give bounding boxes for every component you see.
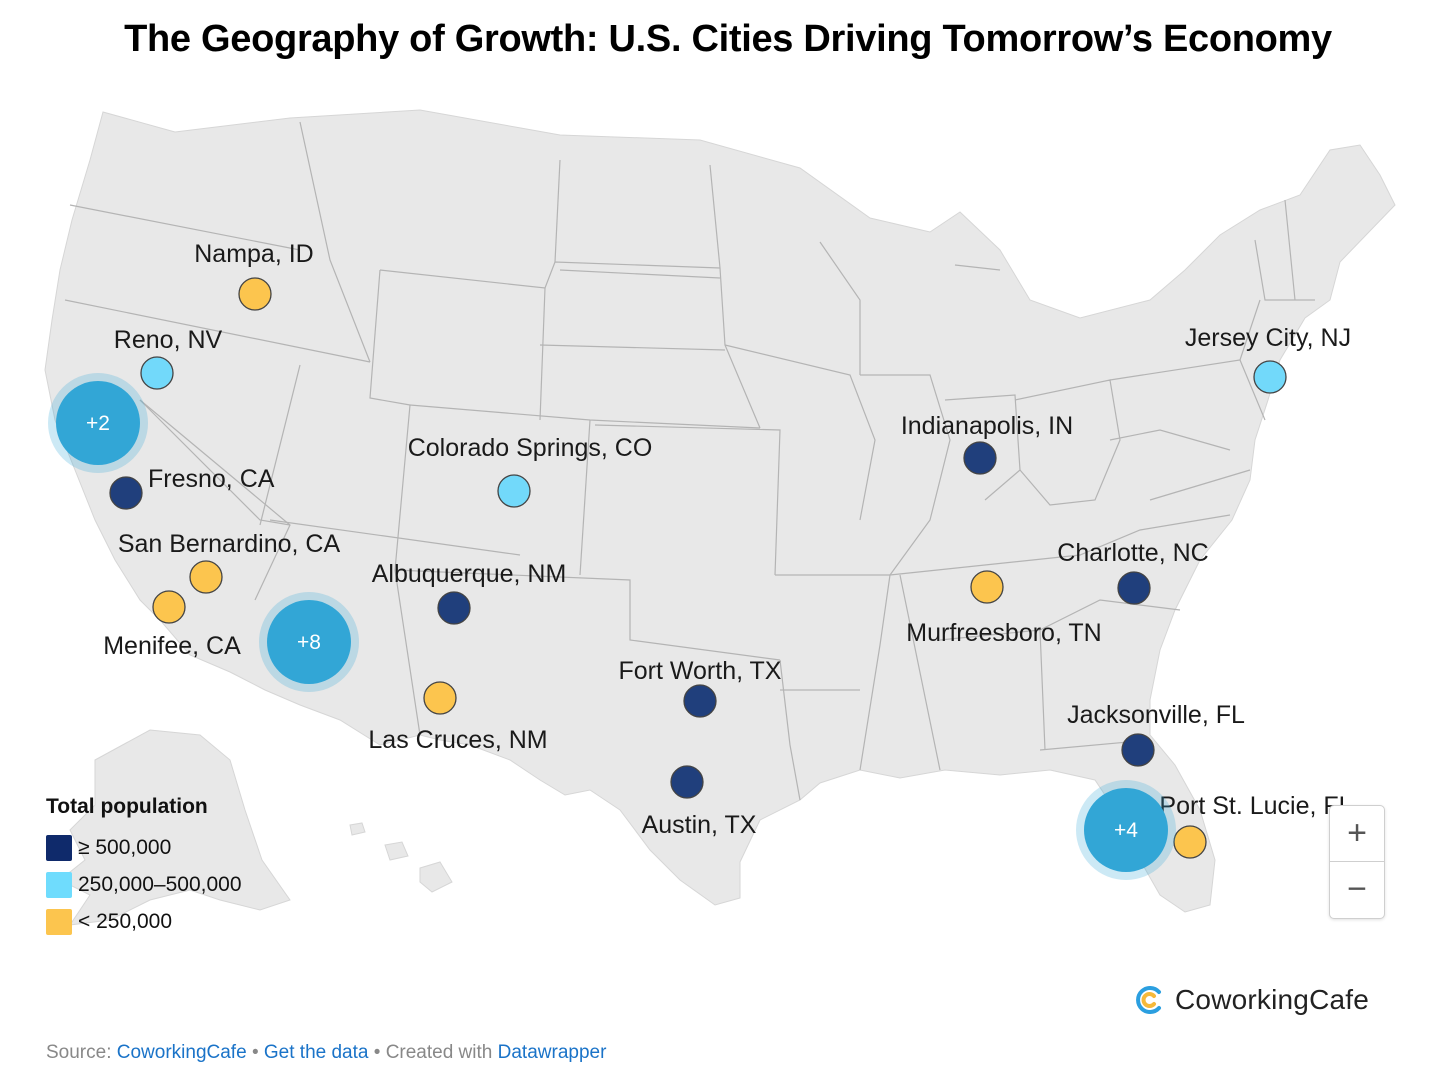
legend-item-large: ≥ 500,000 — [46, 829, 242, 866]
hawaii-shape — [349, 822, 453, 893]
legend-swatch-large — [46, 834, 72, 861]
cluster-markers: +2 +8 +4 — [48, 373, 1176, 880]
cluster-count-label: +4 — [1114, 819, 1138, 842]
city-label: Charlotte, NC — [1057, 539, 1208, 567]
city-marker[interactable] — [152, 590, 186, 624]
city-label: Reno, NV — [114, 326, 223, 354]
city-label: Fort Worth, TX — [618, 657, 781, 685]
city-label: Austin, TX — [642, 811, 757, 839]
city-label: San Bernardino, CA — [118, 530, 341, 558]
city-label: Port St. Lucie, FL — [1159, 792, 1352, 820]
city-marker[interactable] — [683, 684, 717, 718]
city-label: Jersey City, NJ — [1185, 324, 1351, 352]
city-marker[interactable] — [1253, 360, 1287, 394]
city-label: Indianapolis, IN — [901, 412, 1073, 440]
created-prefix: Created with — [385, 1042, 493, 1063]
city-marker[interactable] — [189, 560, 223, 594]
city-label: Murfreesboro, TN — [906, 619, 1101, 647]
legend-title: Total population — [46, 795, 208, 818]
coworkingcafe-logo-icon — [1136, 986, 1161, 1014]
legend-swatch-small — [46, 908, 72, 935]
legend-label-large: ≥ 500,000 — [78, 835, 172, 859]
legend-item-medium: 250,000–500,000 — [46, 866, 242, 903]
city-marker[interactable] — [423, 681, 457, 715]
source-link[interactable]: CoworkingCafe — [116, 1042, 247, 1063]
footer-separator: • — [251, 1042, 259, 1063]
cluster-count-label: +2 — [86, 412, 110, 435]
legend: Total population ≥ 500,000 250,000–500,0… — [46, 795, 242, 940]
legend-label-medium: 250,000–500,000 — [78, 872, 242, 896]
zoom-control: + − — [1329, 805, 1385, 919]
city-label: Nampa, ID — [194, 240, 313, 268]
city-label: Albuquerque, NM — [372, 560, 567, 588]
city-label: Menifee, CA — [103, 632, 241, 660]
chart-title: The Geography of Growth: U.S. Cities Dri… — [124, 18, 1332, 60]
legend-label-small: < 250,000 — [78, 909, 173, 933]
footer: Source: CoworkingCafe • Get the data • C… — [46, 1042, 606, 1064]
city-marker[interactable] — [670, 765, 704, 799]
cluster-marker[interactable] — [56, 381, 140, 465]
state-borders — [64, 121, 1315, 801]
city-marker[interactable] — [437, 591, 471, 625]
city-label: Jacksonville, FL — [1067, 701, 1245, 729]
source-prefix: Source: — [46, 1042, 112, 1063]
city-marker[interactable] — [1117, 571, 1151, 605]
city-marker[interactable] — [109, 476, 143, 510]
zoom-in-button[interactable]: + — [1330, 806, 1384, 862]
city-label: Las Cruces, NM — [368, 726, 547, 754]
city-marker[interactable] — [1121, 733, 1155, 767]
legend-swatch-medium — [46, 871, 72, 898]
alaska-shape — [59, 729, 291, 926]
brand-logo: CoworkingCafe — [1133, 984, 1369, 1016]
city-marker[interactable] — [963, 441, 997, 475]
city-label: Colorado Springs, CO — [408, 434, 653, 462]
city-markers — [109, 277, 1287, 859]
cluster-count-label: +8 — [297, 631, 321, 654]
city-marker[interactable] — [238, 277, 272, 311]
cluster-marker[interactable] — [267, 600, 351, 684]
city-marker[interactable] — [1173, 825, 1207, 859]
get-data-link[interactable]: Get the data — [263, 1042, 369, 1063]
cluster-marker[interactable] — [1084, 788, 1168, 872]
footer-separator: • — [373, 1042, 381, 1063]
city-marker[interactable] — [497, 474, 531, 508]
city-marker[interactable] — [140, 356, 174, 390]
brand-name: CoworkingCafe — [1175, 984, 1370, 1015]
city-labels: Nampa, ID Reno, NV Fresno, CA San Bernardin… — [103, 240, 1352, 839]
zoom-out-button[interactable]: − — [1347, 870, 1367, 908]
legend-item-small: < 250,000 — [46, 903, 242, 940]
datawrapper-link[interactable]: Datawrapper — [497, 1042, 607, 1063]
city-marker[interactable] — [970, 570, 1004, 604]
city-label: Fresno, CA — [148, 465, 275, 493]
